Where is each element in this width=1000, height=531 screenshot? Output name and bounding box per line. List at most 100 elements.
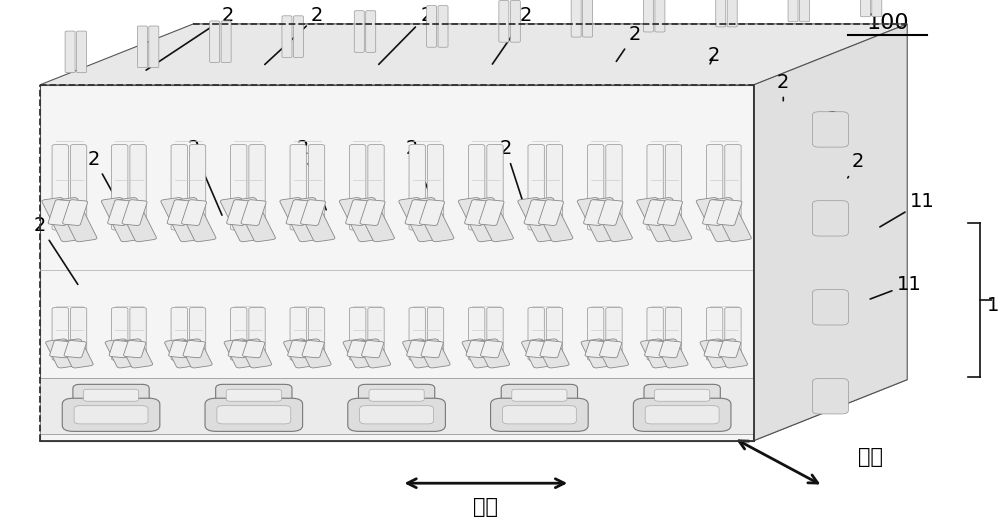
FancyBboxPatch shape (52, 307, 68, 360)
FancyBboxPatch shape (704, 340, 726, 358)
FancyBboxPatch shape (48, 200, 73, 226)
FancyBboxPatch shape (711, 198, 751, 242)
FancyBboxPatch shape (108, 200, 133, 226)
FancyBboxPatch shape (124, 340, 146, 358)
FancyBboxPatch shape (227, 200, 252, 226)
FancyBboxPatch shape (510, 1, 520, 42)
FancyBboxPatch shape (407, 340, 429, 358)
FancyBboxPatch shape (112, 144, 128, 230)
FancyBboxPatch shape (74, 406, 148, 424)
FancyBboxPatch shape (308, 144, 325, 230)
FancyBboxPatch shape (368, 144, 384, 230)
FancyBboxPatch shape (165, 339, 198, 368)
FancyBboxPatch shape (63, 200, 88, 226)
FancyBboxPatch shape (354, 198, 394, 242)
FancyBboxPatch shape (120, 339, 153, 368)
FancyBboxPatch shape (362, 340, 384, 358)
FancyBboxPatch shape (487, 307, 503, 360)
FancyBboxPatch shape (665, 144, 682, 230)
FancyBboxPatch shape (77, 31, 87, 73)
Polygon shape (40, 85, 754, 441)
Text: 2: 2 (379, 6, 433, 64)
FancyBboxPatch shape (360, 200, 385, 226)
FancyBboxPatch shape (706, 144, 723, 230)
FancyBboxPatch shape (633, 398, 731, 431)
FancyBboxPatch shape (369, 389, 424, 401)
Text: 2: 2 (33, 216, 78, 285)
FancyBboxPatch shape (52, 144, 68, 230)
FancyBboxPatch shape (536, 339, 569, 368)
FancyBboxPatch shape (284, 339, 317, 368)
FancyBboxPatch shape (417, 339, 450, 368)
FancyBboxPatch shape (647, 144, 663, 230)
FancyBboxPatch shape (65, 31, 75, 73)
FancyBboxPatch shape (655, 0, 665, 32)
FancyBboxPatch shape (290, 144, 306, 230)
FancyBboxPatch shape (812, 379, 848, 414)
FancyBboxPatch shape (231, 307, 247, 360)
FancyBboxPatch shape (427, 6, 437, 47)
Text: 2: 2 (777, 73, 789, 101)
FancyBboxPatch shape (585, 340, 607, 358)
FancyBboxPatch shape (546, 144, 563, 230)
Text: 2: 2 (492, 6, 532, 64)
FancyBboxPatch shape (725, 307, 741, 360)
FancyBboxPatch shape (532, 198, 573, 242)
FancyBboxPatch shape (812, 112, 848, 147)
FancyBboxPatch shape (249, 307, 265, 360)
FancyBboxPatch shape (169, 340, 191, 358)
FancyBboxPatch shape (339, 198, 380, 242)
FancyBboxPatch shape (399, 198, 439, 242)
Text: 11: 11 (880, 192, 935, 227)
FancyBboxPatch shape (812, 289, 848, 325)
FancyBboxPatch shape (714, 339, 748, 368)
FancyBboxPatch shape (465, 200, 490, 226)
FancyBboxPatch shape (167, 200, 192, 226)
Text: 11: 11 (870, 275, 922, 299)
Text: 横向: 横向 (858, 447, 883, 467)
FancyBboxPatch shape (290, 307, 306, 360)
FancyBboxPatch shape (587, 307, 604, 360)
FancyBboxPatch shape (360, 406, 434, 424)
Polygon shape (40, 379, 754, 434)
FancyBboxPatch shape (528, 144, 544, 230)
FancyBboxPatch shape (696, 198, 737, 242)
FancyBboxPatch shape (179, 339, 212, 368)
FancyBboxPatch shape (109, 340, 131, 358)
FancyBboxPatch shape (716, 0, 726, 27)
FancyBboxPatch shape (528, 307, 544, 360)
FancyBboxPatch shape (216, 384, 292, 406)
FancyBboxPatch shape (83, 389, 139, 401)
FancyBboxPatch shape (518, 198, 558, 242)
Text: 2: 2 (499, 139, 525, 207)
FancyBboxPatch shape (235, 198, 275, 242)
FancyBboxPatch shape (522, 339, 555, 368)
FancyBboxPatch shape (462, 339, 495, 368)
FancyBboxPatch shape (872, 0, 882, 16)
FancyBboxPatch shape (282, 16, 292, 57)
FancyBboxPatch shape (546, 307, 563, 360)
FancyBboxPatch shape (812, 201, 848, 236)
FancyBboxPatch shape (480, 340, 503, 358)
Polygon shape (40, 380, 907, 441)
FancyBboxPatch shape (409, 307, 425, 360)
FancyBboxPatch shape (358, 384, 435, 406)
FancyBboxPatch shape (70, 144, 87, 230)
FancyBboxPatch shape (350, 307, 366, 360)
FancyBboxPatch shape (171, 307, 187, 360)
FancyBboxPatch shape (469, 307, 485, 360)
FancyBboxPatch shape (112, 307, 128, 360)
FancyBboxPatch shape (700, 339, 733, 368)
FancyBboxPatch shape (182, 200, 207, 226)
FancyBboxPatch shape (598, 200, 623, 226)
Text: 2: 2 (187, 139, 222, 215)
FancyBboxPatch shape (189, 144, 206, 230)
FancyBboxPatch shape (239, 339, 272, 368)
FancyBboxPatch shape (354, 11, 364, 53)
FancyBboxPatch shape (706, 307, 723, 360)
FancyBboxPatch shape (210, 21, 220, 63)
FancyBboxPatch shape (294, 198, 335, 242)
FancyBboxPatch shape (502, 406, 576, 424)
FancyBboxPatch shape (538, 200, 564, 226)
FancyBboxPatch shape (280, 198, 321, 242)
